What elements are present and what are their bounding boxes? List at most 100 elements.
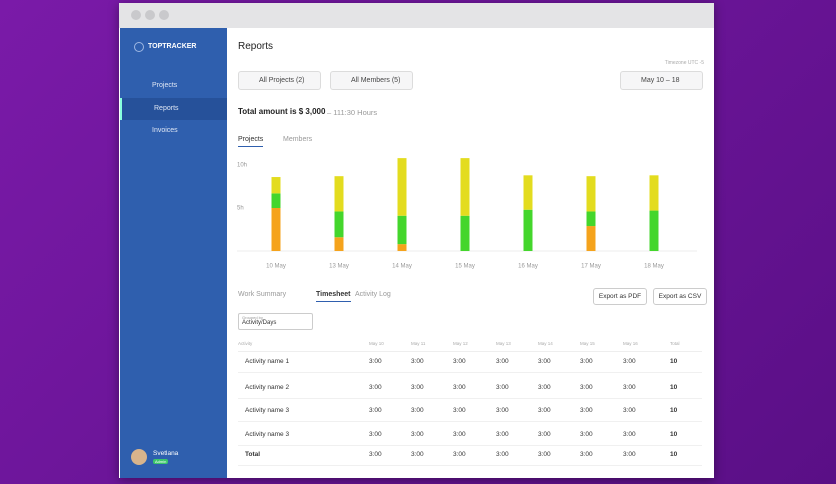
table-cell: 10 [670, 407, 678, 414]
column-header: May 10 [369, 341, 384, 346]
bar-segment [586, 211, 596, 227]
nav-item[interactable]: Reports [120, 98, 227, 120]
export-button[interactable]: Export as CSV [653, 288, 707, 305]
table-cell: Activity name 3 [245, 431, 290, 438]
group-label: Grouped by [242, 315, 263, 320]
bar-segment [586, 226, 596, 251]
row-rule [238, 445, 702, 446]
row-rule [238, 398, 702, 399]
page-title: Reports [238, 41, 274, 52]
bar-segment [271, 208, 281, 251]
table-cell: 3:00 [411, 451, 424, 458]
column-header: May 15 [580, 341, 595, 346]
table-cell: 3:00 [411, 384, 424, 391]
brand: TOPTRACKER [148, 43, 197, 50]
table-cell: 3:00 [453, 407, 466, 414]
report-tab[interactable]: Timesheet [316, 291, 351, 302]
bar-segment [649, 175, 659, 211]
table-cell: 3:00 [496, 358, 509, 365]
table-cell: 3:00 [453, 384, 466, 391]
bar-segment [460, 215, 470, 251]
x-tick-label: 13 May [329, 264, 349, 270]
table-cell: 3:00 [453, 358, 466, 365]
table-cell: 3:00 [538, 431, 551, 438]
timesheet-table: Activity May 10 May 11 May 12 May 13 May 14 Ma… [119, 3, 714, 478]
table-cell: 3:00 [411, 358, 424, 365]
report-tab[interactable]: Work Summary [238, 291, 287, 298]
export-button[interactable]: Export as PDF [593, 288, 647, 305]
bar-segment [334, 237, 344, 251]
column-header: May 14 [538, 341, 553, 346]
x-tick-label: 16 May [518, 264, 538, 270]
x-tick-label: 10 May [266, 264, 286, 270]
y-tick-label: 5h [237, 206, 244, 212]
table-cell: 3:00 [623, 451, 636, 458]
logo [134, 42, 144, 52]
dot [145, 10, 155, 20]
table-cell: 3:00 [496, 407, 509, 414]
chart: 5h 10h 10 May 13 May 14 May 15 May 16 May 17 Ma… [237, 158, 697, 270]
table-cell: 3:00 [369, 407, 382, 414]
x-tick-label: 15 May [455, 264, 475, 270]
chart-tab[interactable]: Projects [238, 136, 264, 147]
date-filter[interactable]: May 10 – 18 [620, 71, 703, 90]
avatar [131, 449, 147, 465]
group-select[interactable]: Grouped by Activity/Days [238, 313, 313, 330]
dot [131, 10, 141, 20]
table-cell: 3:00 [623, 431, 636, 438]
filter[interactable]: All Projects (2) [238, 71, 321, 90]
row-rule [238, 421, 702, 422]
total-amount: Total amount is $ 3,000 [238, 107, 326, 116]
table-cell: 3:00 [496, 451, 509, 458]
chart-tab[interactable]: Members [283, 136, 313, 143]
table-cell: Activity name 3 [245, 407, 290, 414]
table-cell: 3:00 [580, 407, 593, 414]
table-cell: 3:00 [580, 358, 593, 365]
browser-window: TOPTRACKER Projects Reports Invoices Sve… [119, 3, 714, 478]
table-cell: 3:00 [453, 431, 466, 438]
x-tick-label: 17 May [581, 264, 601, 270]
table-cell: 3:00 [496, 431, 509, 438]
table-cell: 3:00 [369, 451, 382, 458]
table-cell: 10 [670, 431, 678, 438]
filter[interactable]: All Members (5) [330, 71, 413, 90]
nav-item[interactable]: Projects [152, 82, 178, 89]
timezone: Timezone UTC -5 [664, 60, 704, 66]
table-cell: 3:00 [411, 431, 424, 438]
bar-segment [334, 211, 344, 238]
sidebar: TOPTRACKER Projects Reports Invoices Sve… [120, 28, 227, 478]
title-bar [119, 3, 714, 28]
table-cell: 3:00 [623, 384, 636, 391]
bar-segment [271, 177, 281, 194]
table-cell: Activity name 2 [245, 384, 290, 391]
x-tick-label: 18 May [644, 264, 664, 270]
row-rule [238, 465, 702, 466]
column-header: Total [670, 341, 680, 346]
table-cell: 10 [670, 451, 678, 458]
bar-segment [334, 176, 344, 212]
column-header: May 16 [623, 341, 638, 346]
table-cell: 3:00 [580, 431, 593, 438]
nav-item[interactable]: Invoices [152, 127, 178, 134]
column-header: May 12 [453, 341, 468, 346]
table-cell: 3:00 [538, 451, 551, 458]
dot [159, 10, 169, 20]
header-rule [238, 351, 702, 352]
table-cell: 10 [670, 384, 678, 391]
table-cell: 3:00 [369, 358, 382, 365]
user-name[interactable]: Svetlana [153, 450, 179, 457]
table-cell: 3:00 [411, 407, 424, 414]
bar-segment [523, 209, 533, 251]
table-cell: 3:00 [538, 384, 551, 391]
table-cell: Total [245, 451, 261, 458]
table-cell: 3:00 [538, 358, 551, 365]
row-rule [238, 372, 702, 373]
column-header[interactable]: Activity [238, 341, 253, 346]
column-header: May 11 [411, 341, 426, 346]
table-cell: 3:00 [538, 407, 551, 414]
bar-segment [397, 244, 407, 251]
bar-segment [523, 175, 533, 210]
table-cell: 3:00 [580, 384, 593, 391]
report-tab[interactable]: Activity Log [355, 291, 391, 298]
